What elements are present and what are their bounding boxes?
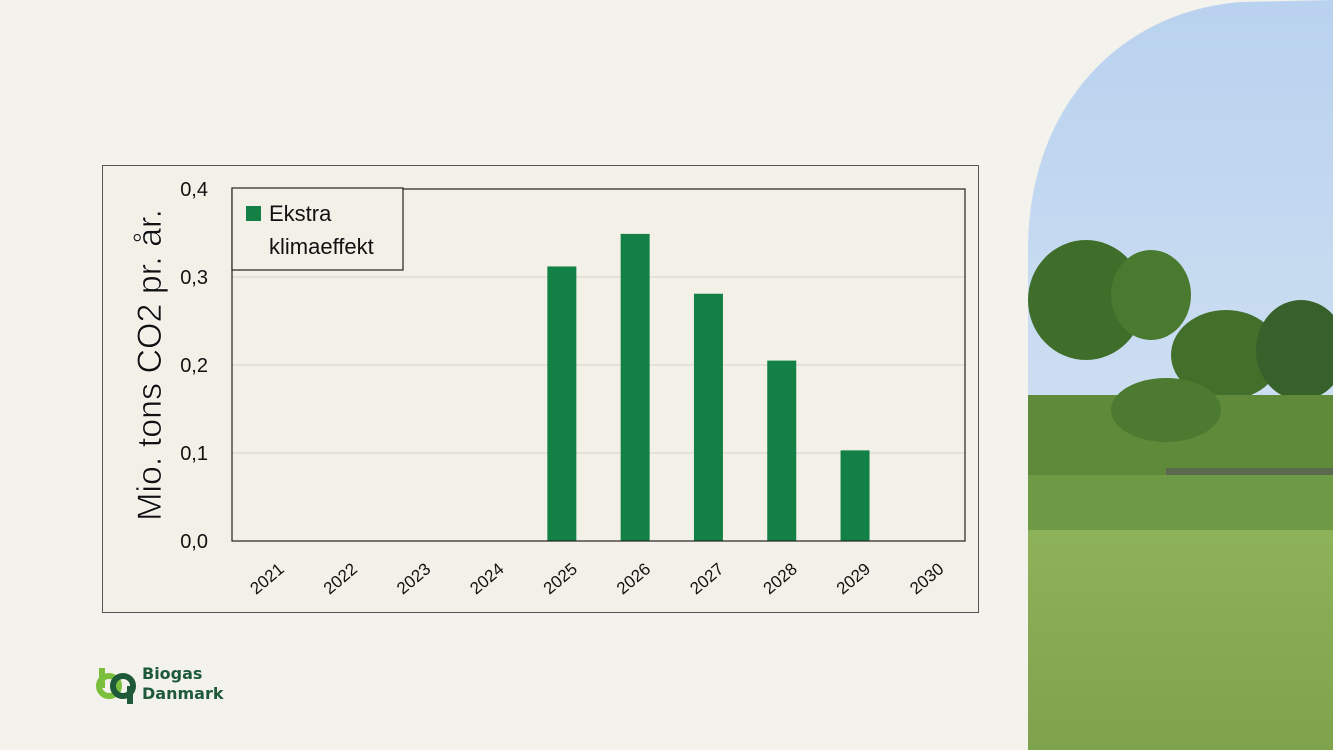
plot-area xyxy=(231,188,966,542)
y-tick-label: 0,1 xyxy=(180,443,208,465)
logo-text-line1: Biogas xyxy=(142,664,203,683)
x-tick-label: 2021 xyxy=(247,559,288,598)
landscape-photo xyxy=(1028,0,1333,750)
x-tick-label: 2026 xyxy=(613,559,654,598)
legend-label-line2: klimaeffekt xyxy=(269,234,374,259)
x-tick-label: 2028 xyxy=(760,559,801,598)
bar-2027 xyxy=(693,293,723,541)
legend: Ekstra klimaeffekt xyxy=(231,187,404,271)
x-tick-label: 2024 xyxy=(466,559,507,598)
x-tick-label: 2029 xyxy=(833,559,874,598)
y-tick-label: 0,0 xyxy=(180,531,208,553)
y-tick-label: 0,3 xyxy=(180,267,208,289)
y-tick-label: 0,4 xyxy=(180,179,208,201)
x-tick-label: 2027 xyxy=(686,559,727,598)
bar-2025 xyxy=(547,266,577,541)
bar-chart: 0,0 0,1 0,2 0,3 0,4 2021 2022 2023 2024 2025 2026… xyxy=(131,179,966,598)
x-tick-label: 2022 xyxy=(320,559,361,598)
bar-2026 xyxy=(620,233,650,541)
legend-swatch xyxy=(246,206,261,221)
chart-frame: 0,0 0,1 0,2 0,3 0,4 2021 2022 2023 2024 2025 2026… xyxy=(102,165,979,613)
legend-label-line1: Ekstra xyxy=(269,201,332,226)
x-tick-label: 2023 xyxy=(393,559,434,598)
bar-2029 xyxy=(840,450,870,541)
logo-icon xyxy=(96,668,136,704)
y-axis-title: Mio. tons CO2 pr. år. xyxy=(131,209,169,521)
bar-2028 xyxy=(767,360,797,541)
x-tick-label: 2030 xyxy=(906,559,947,598)
biogas-danmark-logo: Biogas Danmark xyxy=(96,664,236,708)
legend-box xyxy=(231,187,404,271)
logo-text-line2: Danmark xyxy=(142,684,224,703)
x-tick-label: 2025 xyxy=(540,559,581,598)
y-tick-label: 0,2 xyxy=(180,355,208,377)
